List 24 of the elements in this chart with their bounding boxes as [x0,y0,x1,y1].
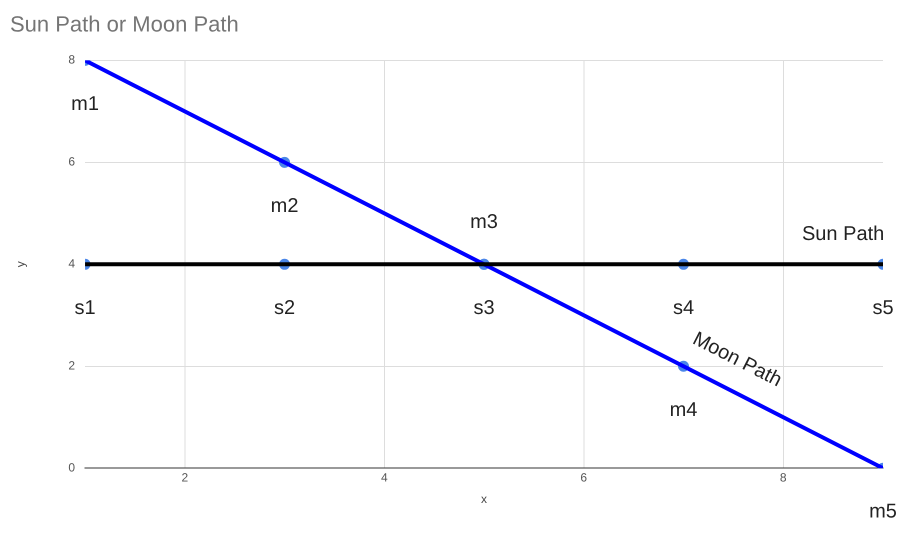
x-tick-label: 6 [580,470,588,485]
data-label: s5 [872,296,894,319]
data-label: s1 [74,296,96,319]
data-label: m3 [470,210,498,233]
y-tick-label: 8 [68,52,76,67]
y-tick-label: 2 [68,358,76,373]
x-tick-label: 4 [380,470,388,485]
chart-title: Sun Path or Moon Path [10,11,239,36]
y-tick-label: 0 [68,460,76,475]
data-label: m2 [270,194,298,217]
data-label: s3 [473,296,495,319]
y-tick-label: 6 [68,154,76,169]
x-tick-label: 8 [780,470,787,485]
data-label: s4 [672,296,694,319]
text: Moon Path [689,328,786,392]
y-axis-title: y [14,261,28,268]
data-label: m5 [869,500,897,523]
x-axis-title: x [481,492,488,506]
y-tick-label: 4 [68,256,76,271]
data-label: m1 [71,92,99,115]
data-label: s2 [274,296,296,319]
data-label: m4 [670,398,698,421]
series-label: Sun Path [802,222,884,245]
x-tick-label: 2 [181,470,188,485]
